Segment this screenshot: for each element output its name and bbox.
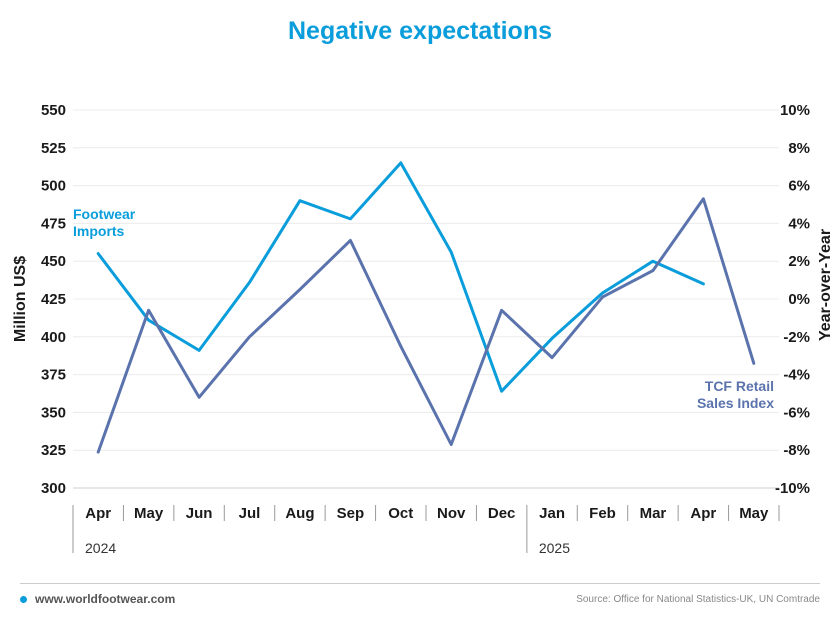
series-label-tcf-retail: Sales Index [697,395,774,411]
x-tick-label: Dec [488,505,516,522]
x-tick-label: Nov [437,505,466,522]
x-tick-label: Jan [539,505,565,522]
series-label-tcf-retail: TCF Retail [705,378,774,394]
right-tick-label: -10% [775,480,810,497]
x-tick-label: Feb [589,505,616,522]
x-tick-label: Apr [690,505,716,522]
bullet-icon [20,595,27,603]
left-tick-label: 350 [41,404,66,421]
x-tick-label: Sep [337,505,365,522]
right-axis-ticks: 10% 8% 6% 4% 2% 0% -2% -4% -6% -8% -10% [775,102,810,497]
x-axis: Apr May Jun Jul Aug Sep Oct Nov Dec Jan Feb Mar Apr M… [72,505,780,556]
left-tick-label: 400 [41,329,66,346]
right-tick-label: 8% [788,140,810,157]
left-axis-ticks: 550 525 500 475 450 425 400 375 350 325 300 [41,102,66,497]
right-tick-label: 0% [788,291,810,308]
left-tick-label: 375 [41,367,66,384]
website-text: www.worldfootwear.com [35,592,176,606]
footer-website[interactable]: www.worldfootwear.com [20,592,175,606]
right-tick-label: 2% [788,253,810,270]
x-tick-label: Jul [239,505,261,522]
left-tick-label: 525 [41,140,66,157]
left-axis-title: Million US$ [12,256,29,342]
left-tick-label: 300 [41,480,66,497]
right-tick-label: 4% [788,215,810,232]
chart-svg: Negative expectations 550 525 500 475 450 425… [12,17,834,556]
footer-source: Source: Office for National Statistics-U… [576,594,820,605]
left-tick-label: 425 [41,291,66,308]
right-tick-label: -4% [783,367,810,384]
left-tick-label: 475 [41,215,66,232]
x-tick-label: Apr [85,505,111,522]
x-tick-label: May [739,505,769,522]
x-tick-label: May [134,505,164,522]
x-tick-label: Jun [186,505,213,522]
year-label: 2025 [539,540,570,556]
year-label: 2024 [85,540,116,556]
left-tick-label: 450 [41,253,66,270]
right-tick-label: 6% [788,178,810,195]
series-label-footwear-imports: Footwear [73,206,136,222]
footer-divider [20,583,820,584]
series-line-0 [96,161,705,393]
series-label-footwear-imports: Imports [73,223,125,239]
right-tick-label: -8% [783,442,810,459]
left-tick-label: 500 [41,178,66,195]
left-tick-label: 325 [41,442,66,459]
right-tick-label: -2% [783,329,810,346]
right-axis-title: Year-over-Year [817,229,834,341]
x-tick-label: Mar [640,505,667,522]
grid [73,109,779,489]
chart-title: Negative expectations [288,17,552,45]
series [96,161,756,454]
x-tick-label: Oct [388,505,413,522]
right-tick-label: -6% [783,404,810,421]
series-line-1 [96,197,756,454]
left-tick-label: 550 [41,102,66,119]
right-tick-label: 10% [780,102,810,119]
x-tick-label: Aug [285,505,314,522]
